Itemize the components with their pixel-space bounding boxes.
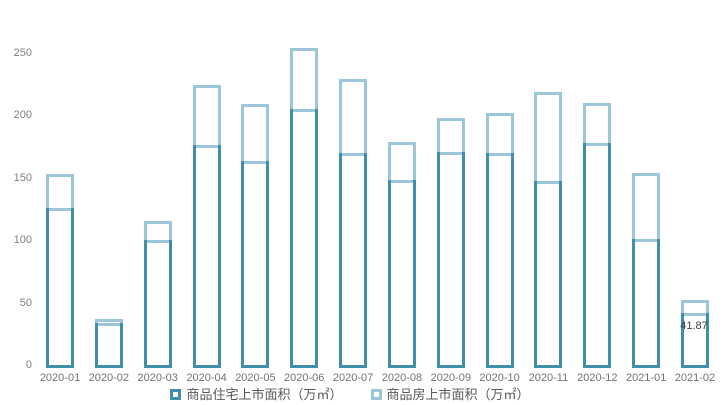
x-tick-label-2021-01: 2021-01 [625,372,667,384]
bar-commodity-2020-10 [485,112,514,156]
x-tick-label-2020-12: 2020-12 [577,372,618,384]
bar-commodity-2020-08 [387,141,416,184]
data-label-2021-02: 41.87 [680,319,708,332]
commodity-series-swatch-icon [370,389,382,400]
bar-residential-2021-01 [632,238,661,368]
x-tick-label-2020-01: 2020-01 [39,372,81,384]
x-tick-label-2020-09: 2020-09 [430,372,471,384]
bar-residential-2020-05 [241,161,270,368]
x-tick-label-2020-06: 2020-06 [284,372,325,384]
bar-commodity-2020-03 [143,221,172,244]
y-tick-label-150: 150 [13,171,32,184]
bar-residential-2020-12 [583,142,612,368]
x-tick-label-2020-08: 2020-08 [381,372,423,384]
bar-commodity-2020-01 [46,173,74,211]
y-tick-label-0: 0 [25,359,32,371]
bar-commodity-2020-11 [534,91,563,185]
bar-residential-2020-10 [485,152,514,368]
y-tick-label-250: 250 [13,46,32,59]
bar-commodity-2021-02 [680,300,709,316]
x-tick-label-2020-10: 2020-10 [479,372,520,384]
legend-item-residential: 商品住宅上市面积（万㎡） [170,387,343,402]
bar-commodity-2020-06 [290,47,319,113]
legend-item-commodity: 商品房上市面积（万㎡） [370,387,530,402]
x-tick-label-2020-11: 2020-11 [528,372,569,384]
bar-residential-2020-09 [436,151,465,368]
bar-commodity-2020-05 [241,104,270,165]
x-tick-label-2020-07: 2020-07 [332,372,374,384]
x-tick-label-2020-04: 2020-04 [186,372,227,384]
bar-residential-2020-11 [534,181,563,368]
legend-label-residential: 商品住宅上市面积（万㎡） [186,387,343,402]
bar-residential-2021-02 [680,312,709,368]
bar-residential-2020-01 [46,207,74,368]
bar-commodity-2020-04 [192,85,221,149]
bar-residential-2020-03 [143,240,172,368]
bar-residential-2020-07 [339,152,368,368]
chart-legend: 商品住宅上市面积（万㎡） 商品房上市面积（万㎡） [0,387,700,402]
x-tick-label-2020-02: 2020-02 [88,372,130,384]
y-tick-label-100: 100 [13,234,32,247]
bar-commodity-2020-02 [94,318,123,326]
bar-commodity-2020-12 [583,102,612,146]
bar-residential-2020-04 [192,145,221,368]
bar-commodity-2020-07 [339,79,368,156]
bar-residential-2020-02 [94,322,123,368]
y-tick-label-50: 50 [19,296,32,309]
bar-commodity-2020-09 [436,117,465,155]
residential-series-swatch-icon [170,389,182,400]
bar-residential-2020-06 [290,109,319,368]
x-tick-label-2020-03: 2020-03 [137,372,178,384]
bar-residential-2020-08 [387,180,416,368]
x-tick-label-2020-05: 2020-05 [235,372,276,384]
y-tick-label-200: 200 [13,109,32,122]
bar-commodity-2021-01 [632,172,661,242]
x-tick-label-2021-02: 2021-02 [674,372,716,384]
legend-label-commodity: 商品房上市面积（万㎡） [386,387,530,402]
